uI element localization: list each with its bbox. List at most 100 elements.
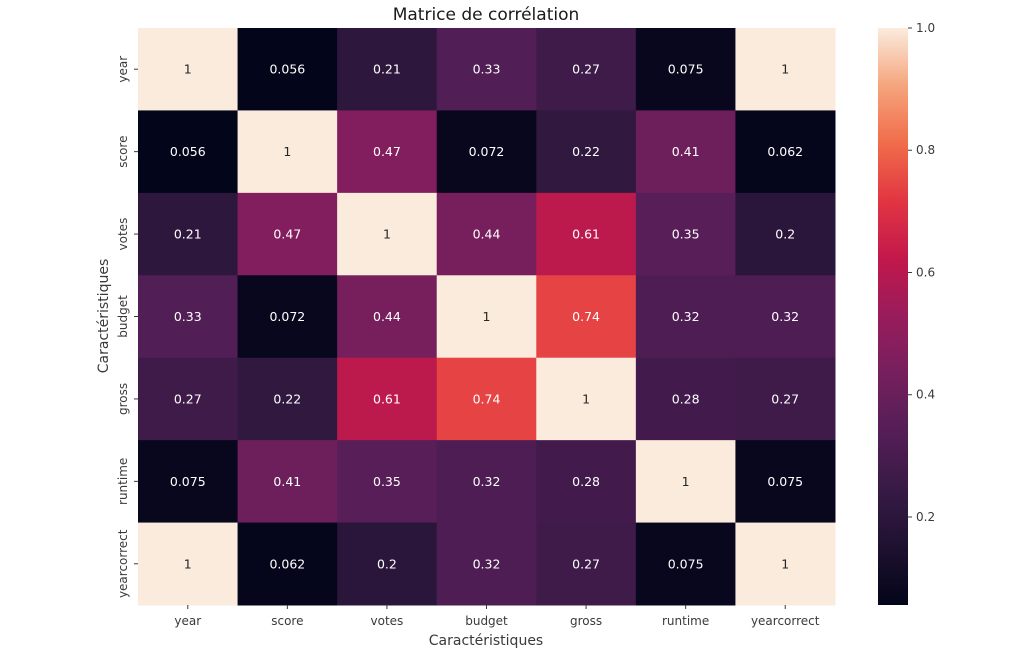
cell-value-label: 0.075 bbox=[767, 474, 803, 489]
cell-value-label: 0.2 bbox=[377, 556, 397, 571]
x-axis-ticks: year score votes budget gross runtime yearcorr… bbox=[174, 605, 820, 628]
heatmap-cell bbox=[735, 522, 836, 606]
y-tick-label: runtime bbox=[116, 458, 130, 505]
heatmap-cell bbox=[138, 110, 239, 194]
heatmap-cell bbox=[138, 522, 239, 606]
y-tick-label: votes bbox=[116, 218, 130, 251]
heatmap-cell bbox=[237, 192, 338, 276]
cell-value-label: 0.072 bbox=[269, 309, 305, 324]
y-tick-label: year bbox=[116, 56, 130, 83]
heatmap-cell bbox=[337, 357, 438, 441]
heatmap-cell bbox=[536, 275, 637, 359]
y-tick-label: yearcorrect bbox=[116, 529, 130, 598]
heatmap-cell bbox=[436, 28, 537, 111]
cell-value-label: 0.41 bbox=[672, 144, 700, 159]
cell-value-label: 1 bbox=[383, 227, 391, 242]
x-tick-label: yearcorrect bbox=[751, 614, 820, 628]
cell-value-label: 0.056 bbox=[170, 144, 206, 159]
colorbar bbox=[878, 28, 908, 605]
heatmap-cell bbox=[337, 275, 438, 359]
heatmap-cell bbox=[735, 28, 836, 111]
cell-value-label: 0.35 bbox=[373, 474, 401, 489]
cell-value-label: 0.22 bbox=[273, 391, 301, 406]
cell-value-label: 0.44 bbox=[473, 227, 501, 242]
heatmap-cell bbox=[337, 192, 438, 276]
heatmap-cell bbox=[337, 110, 438, 194]
heatmap-cell bbox=[735, 440, 836, 524]
cell-value-label: 0.74 bbox=[572, 309, 600, 324]
x-tick-label: score bbox=[271, 614, 303, 628]
colorbar-tick-label: 0.6 bbox=[916, 265, 935, 279]
cell-value-label: 0.33 bbox=[174, 309, 202, 324]
cell-value-label: 0.32 bbox=[473, 474, 501, 489]
cell-value-label: 0.32 bbox=[771, 309, 799, 324]
heatmap-cell bbox=[735, 192, 836, 276]
cell-value-label: 0.47 bbox=[273, 227, 301, 242]
heatmap-cell bbox=[237, 440, 338, 524]
cell-value-label: 1 bbox=[483, 309, 491, 324]
heatmap-cell bbox=[536, 28, 637, 111]
cell-value-label: 0.35 bbox=[672, 227, 700, 242]
cell-value-label: 1 bbox=[184, 62, 192, 77]
cell-value-label: 1 bbox=[682, 474, 690, 489]
y-axis-ticks: year score votes budget gross runtime yearcorr… bbox=[116, 56, 138, 598]
heatmap-cell bbox=[635, 440, 736, 524]
colorbar-tick-label: 0.8 bbox=[916, 143, 935, 157]
heatmap-cell bbox=[436, 357, 537, 441]
cell-value-label: 0.075 bbox=[668, 556, 704, 571]
heatmap-cell bbox=[138, 357, 239, 441]
colorbar-ticks: 0.2 0.4 0.6 0.8 1.0 bbox=[908, 21, 935, 524]
x-axis-label: Caractéristiques bbox=[429, 633, 543, 649]
heatmap-cell bbox=[635, 192, 736, 276]
cell-value-label: 0.47 bbox=[373, 144, 401, 159]
x-tick-label: year bbox=[174, 614, 201, 628]
chart-title: Matrice de corrélation bbox=[393, 5, 580, 25]
heatmap-cell bbox=[735, 110, 836, 194]
cell-value-label: 1 bbox=[582, 391, 590, 406]
heatmap-cells: 1 0.056 0.21 0.33 0.27 0.075 10.056 1 0.47 0.072 0… bbox=[138, 28, 836, 606]
heatmap-cell bbox=[635, 357, 736, 441]
colorbar-tick-label: 0.4 bbox=[916, 388, 935, 402]
heatmap-cell bbox=[635, 522, 736, 606]
heatmap-cell bbox=[536, 110, 637, 194]
heatmap-cell bbox=[536, 522, 637, 606]
heatmap-cell bbox=[735, 275, 836, 359]
cell-value-label: 0.062 bbox=[269, 556, 305, 571]
cell-value-label: 0.21 bbox=[373, 62, 401, 77]
cell-value-label: 0.74 bbox=[473, 391, 501, 406]
cell-value-label: 0.32 bbox=[672, 309, 700, 324]
heatmap-cell bbox=[237, 110, 338, 194]
heatmap-cell bbox=[337, 28, 438, 111]
cell-value-label: 0.27 bbox=[771, 391, 799, 406]
cell-value-label: 0.062 bbox=[767, 144, 803, 159]
cell-value-label: 0.32 bbox=[473, 556, 501, 571]
heatmap-cell bbox=[138, 28, 239, 111]
heatmap-cell bbox=[536, 357, 637, 441]
cell-value-label: 0.2 bbox=[775, 227, 795, 242]
cell-value-label: 0.27 bbox=[174, 391, 202, 406]
colorbar-tick-label: 1.0 bbox=[916, 21, 935, 35]
cell-value-label: 0.28 bbox=[572, 474, 600, 489]
heatmap-cell bbox=[237, 522, 338, 606]
cell-value-label: 0.072 bbox=[469, 144, 505, 159]
cell-value-label: 0.61 bbox=[572, 227, 600, 242]
heatmap-cell bbox=[138, 275, 239, 359]
heatmap-cell bbox=[635, 110, 736, 194]
cell-value-label: 0.44 bbox=[373, 309, 401, 324]
cell-value-label: 1 bbox=[283, 144, 291, 159]
cell-value-label: 0.056 bbox=[269, 62, 305, 77]
cell-value-label: 0.075 bbox=[170, 474, 206, 489]
cell-value-label: 0.61 bbox=[373, 391, 401, 406]
cell-value-label: 0.27 bbox=[572, 62, 600, 77]
heatmap-cell bbox=[536, 440, 637, 524]
cell-value-label: 1 bbox=[781, 62, 789, 77]
x-tick-label: gross bbox=[570, 614, 602, 628]
y-tick-label: budget bbox=[116, 295, 130, 338]
heatmap-cell bbox=[436, 110, 537, 194]
heatmap-cell bbox=[436, 522, 537, 606]
cell-value-label: 0.41 bbox=[273, 474, 301, 489]
colorbar-tick-label: 0.2 bbox=[916, 510, 935, 524]
cell-value-label: 0.33 bbox=[473, 62, 501, 77]
x-tick-label: votes bbox=[371, 614, 404, 628]
